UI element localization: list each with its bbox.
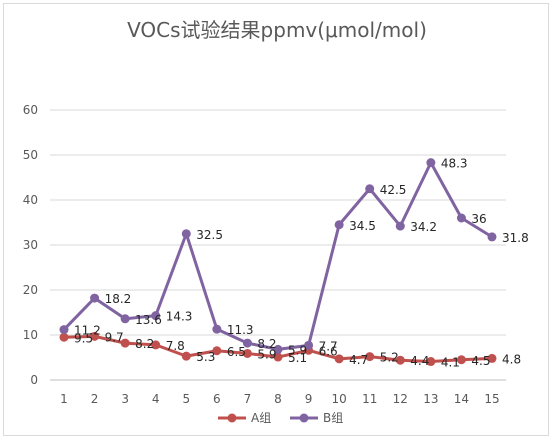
data-label: 5.1 bbox=[288, 351, 307, 365]
data-point bbox=[334, 220, 344, 230]
data-label: 11.3 bbox=[227, 323, 254, 337]
data-point bbox=[181, 351, 191, 361]
y-tick-label: 20 bbox=[23, 283, 38, 297]
data-label: 4.4 bbox=[410, 354, 429, 368]
data-point bbox=[273, 352, 283, 362]
x-tick-label: 15 bbox=[484, 392, 499, 406]
legend-label: A组 bbox=[251, 411, 271, 425]
y-tick-label: 50 bbox=[23, 148, 38, 162]
data-point bbox=[334, 354, 344, 364]
data-label: 14.3 bbox=[166, 310, 193, 324]
series-layer bbox=[59, 158, 497, 367]
x-tick-label: 4 bbox=[152, 392, 160, 406]
data-point bbox=[242, 338, 252, 348]
data-label: 42.5 bbox=[380, 183, 407, 197]
data-label: 9.7 bbox=[105, 330, 124, 344]
legend-label: B组 bbox=[323, 411, 343, 425]
x-tick-label: 11 bbox=[362, 392, 377, 406]
data-label: 6.6 bbox=[319, 344, 338, 358]
data-label: 6.5 bbox=[227, 345, 246, 359]
data-point bbox=[120, 314, 130, 324]
x-tick-label: 7 bbox=[244, 392, 252, 406]
data-point bbox=[212, 324, 222, 334]
data-label: 11.2 bbox=[74, 324, 101, 338]
chart-title: VOCs试验结果ppmv(μmol/mol) bbox=[127, 18, 427, 42]
data-label: 48.3 bbox=[441, 157, 468, 171]
data-label: 4.5 bbox=[471, 354, 490, 368]
x-tick-label: 2 bbox=[91, 392, 99, 406]
data-point bbox=[59, 332, 69, 342]
x-tick-label: 9 bbox=[305, 392, 313, 406]
data-point bbox=[151, 311, 161, 321]
data-point bbox=[395, 221, 405, 231]
data-point bbox=[365, 352, 375, 362]
data-point bbox=[487, 232, 497, 242]
y-tick-label: 0 bbox=[30, 373, 38, 387]
data-label: 34.2 bbox=[410, 220, 437, 234]
y-tick-label: 40 bbox=[23, 193, 38, 207]
data-label: 5.3 bbox=[196, 350, 215, 364]
data-point bbox=[487, 353, 497, 363]
data-label: 8.2 bbox=[257, 337, 276, 351]
data-point bbox=[90, 331, 100, 341]
data-label: 4.1 bbox=[441, 356, 460, 370]
data-label: 8.2 bbox=[135, 337, 154, 351]
data-label: 9.5 bbox=[74, 331, 93, 345]
data-label: 18.2 bbox=[105, 292, 132, 306]
gridlines bbox=[50, 109, 506, 381]
x-tick-label: 14 bbox=[454, 392, 469, 406]
y-tick-label: 60 bbox=[23, 103, 38, 117]
data-point bbox=[212, 346, 222, 356]
data-point bbox=[426, 357, 436, 367]
x-tick-label: 12 bbox=[393, 392, 408, 406]
data-label: 31.8 bbox=[502, 231, 529, 245]
data-label: 5.9 bbox=[257, 347, 276, 361]
data-point bbox=[456, 213, 466, 223]
data-label: 36 bbox=[471, 212, 486, 226]
y-tick-label: 30 bbox=[23, 238, 38, 252]
data-label: 5.9 bbox=[288, 343, 307, 357]
legend-swatch-marker bbox=[299, 413, 309, 423]
data-point bbox=[59, 325, 69, 335]
x-tick-label: 3 bbox=[121, 392, 129, 406]
x-axis: 1 2 3 4 5 6 7 8 9 10 11 12 13 14 15 bbox=[60, 392, 499, 406]
data-point bbox=[304, 340, 314, 350]
data-label: 7.7 bbox=[319, 339, 338, 353]
data-label: 32.5 bbox=[196, 228, 223, 242]
data-point bbox=[426, 158, 436, 168]
data-label: 7.8 bbox=[166, 339, 185, 353]
data-point bbox=[242, 348, 252, 358]
x-tick-label: 13 bbox=[423, 392, 438, 406]
x-tick-label: 8 bbox=[274, 392, 282, 406]
data-point bbox=[273, 344, 283, 354]
data-labels: 9.5 9.7 8.2 7.85.3 6.5 5.9 5.1 6.64.7 5.2 4.4 4.1 4… bbox=[74, 157, 529, 370]
x-tick-label: 6 bbox=[213, 392, 221, 406]
data-point bbox=[365, 184, 375, 194]
data-label: 4.7 bbox=[349, 353, 368, 367]
legend-swatch-marker bbox=[227, 413, 237, 423]
data-point bbox=[456, 355, 466, 365]
data-point bbox=[120, 338, 130, 348]
legend: A组 B组 bbox=[218, 411, 343, 425]
data-point bbox=[395, 355, 405, 365]
data-label: 5.2 bbox=[380, 351, 399, 365]
x-tick-label: 10 bbox=[332, 392, 347, 406]
data-label: 4.8 bbox=[502, 352, 521, 366]
data-point bbox=[90, 293, 100, 303]
x-tick-label: 5 bbox=[182, 392, 190, 406]
y-axis: 0 10 20 30 40 50 60 bbox=[23, 103, 38, 387]
data-point bbox=[181, 229, 191, 239]
x-tick-label: 1 bbox=[60, 392, 68, 406]
y-tick-label: 10 bbox=[23, 328, 38, 342]
data-label: 34.5 bbox=[349, 219, 376, 233]
data-label: 13.6 bbox=[135, 313, 162, 327]
data-point bbox=[151, 340, 161, 350]
